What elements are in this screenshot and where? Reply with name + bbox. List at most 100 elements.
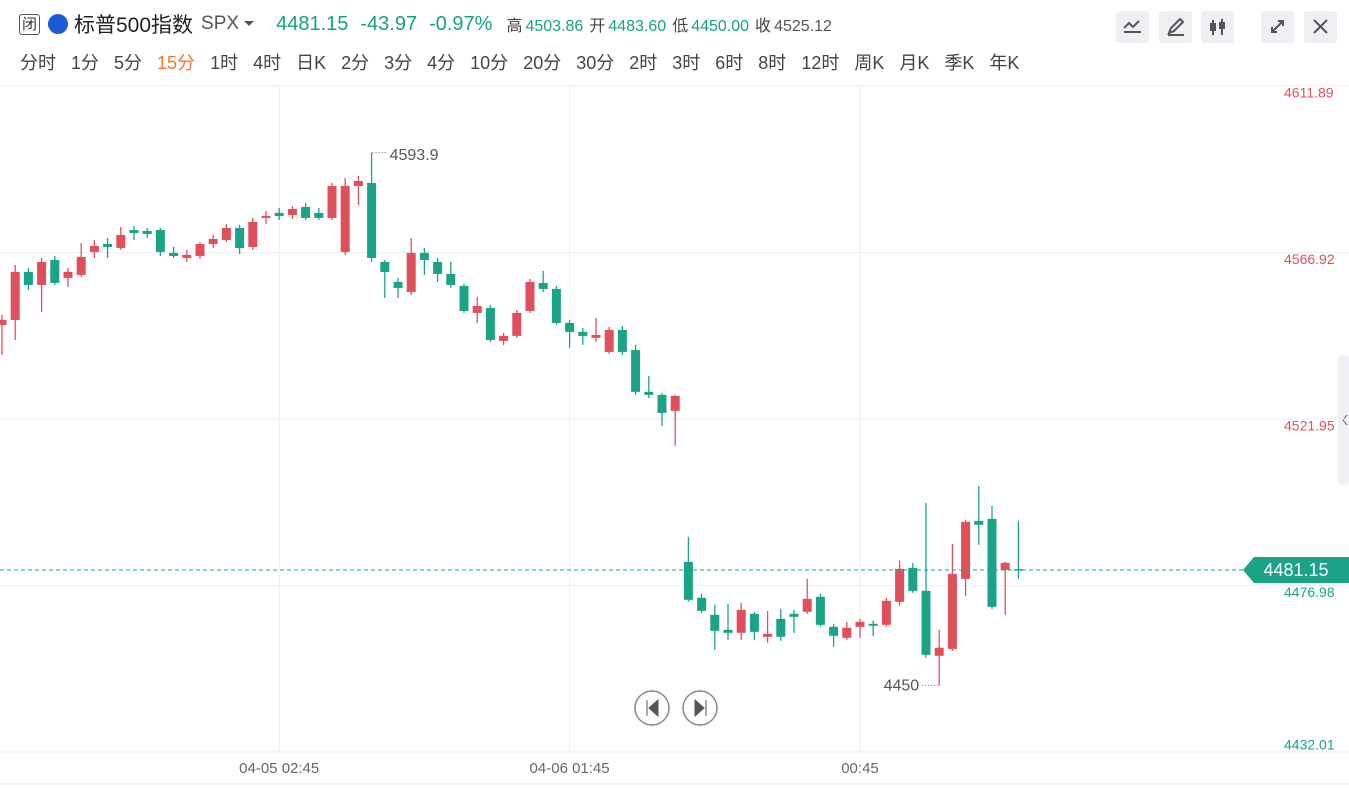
market-status: 闭 [19,13,40,35]
candle-body [195,243,205,256]
stat-label: 高 [506,18,523,35]
chart-type-button[interactable] [1201,11,1234,43]
last-price-tag [1243,557,1349,584]
x-tick-label: 04-05 02:45 [239,760,319,777]
period-tab[interactable]: 5分 [114,53,143,73]
fullscreen-button[interactable] [1261,11,1294,43]
period-tabs: 分时 1分 5分 15分 1时 4时 日K 2分 3分 4分 10分 20分 30分 2时 3时 6时 8时 12… [20,49,1019,75]
stat: 开 4483.60 [589,12,666,36]
period-tab[interactable]: 2时 [629,53,658,73]
period-tab[interactable]: 年K [989,53,1020,73]
side-handle [1338,355,1349,485]
candle-body [406,252,416,292]
period-tab[interactable]: 6时 [715,53,744,73]
candle-body [499,335,509,341]
candle-body [287,208,297,215]
period-tab[interactable]: 1分 [71,53,100,73]
candle-body [23,271,33,285]
candle-body [235,227,245,248]
candle-body [842,627,852,638]
candle-body [683,561,693,600]
indicator-button[interactable] [1116,11,1149,43]
candle-body [142,230,152,234]
candle-body [116,234,126,248]
candle-body [789,613,799,617]
candle-body [617,329,627,352]
period-tab[interactable]: 20分 [523,53,562,73]
period-tab[interactable]: 30分 [576,53,615,73]
period-tab[interactable]: 周K [854,53,885,73]
period-tab[interactable]: 月K [899,53,930,73]
candle-body [446,273,456,285]
period-tab[interactable]: 4时 [253,53,282,73]
candle-body [419,252,429,260]
period-tab[interactable]: 分时 [20,53,56,73]
stat-label: 收 [755,18,772,35]
candle-body [604,329,614,352]
candle-body [947,573,957,649]
y-tick-label: 4521.95 [1284,418,1335,434]
nav-next [682,690,718,726]
index-name: 标普500指数 [74,14,194,37]
candle-body [393,281,403,288]
side-handle-arrow [1342,414,1348,426]
y-tick-label: 4476.98 [1284,584,1335,600]
period-tab[interactable]: 日K [296,53,327,73]
candle-body [459,285,469,311]
candle-body [723,629,733,633]
candle-body [0,319,7,325]
min-label: 4450 [884,678,920,695]
candle-body [961,521,971,579]
period-tab[interactable]: 1时 [210,53,239,73]
period-tab[interactable]: 2分 [341,53,370,73]
y-tick-label: 4566.92 [1284,251,1335,267]
candle-body [380,261,390,272]
candle-body [301,206,311,218]
candle-body [76,256,86,275]
max-label: 4593.9 [390,147,439,164]
change: -43.97 [360,12,418,35]
candle-body [50,259,60,283]
candle-body [221,227,231,240]
period-tab[interactable]: 15分 [157,53,196,73]
change-pct: -0.97% [429,12,493,35]
period-tab[interactable]: 12时 [801,53,840,73]
period-tab[interactable]: 4分 [427,53,456,73]
candle-body [538,282,548,289]
candle-body [855,621,865,627]
candle-body [327,185,337,218]
candle-body [551,288,561,323]
candle-body [578,331,588,336]
stat-label: 开 [589,18,606,35]
period-tab[interactable]: 10分 [470,53,509,73]
candle-body [1000,562,1010,570]
price: 4481.15 [276,12,349,35]
draw-button[interactable] [1159,11,1192,43]
period-tab[interactable]: 3时 [672,53,701,73]
candle-body [103,243,113,247]
candle-body [921,590,931,655]
candle-body [710,614,720,631]
period-tab[interactable]: 季K [944,53,975,73]
candle-body [89,245,99,252]
candle-body [565,322,575,332]
candle-body [155,229,165,252]
candle-body [736,609,746,633]
candle-body [1013,569,1023,571]
symbol-select[interactable]: SPX [201,13,254,35]
candle-body [815,596,825,625]
period-tab[interactable]: 8时 [758,53,787,73]
candle-body [763,633,773,637]
stat: 低 4450.00 [672,12,749,36]
stat-value: 4483.60 [608,18,667,35]
close-button[interactable] [1304,11,1337,43]
stat-value: 4503.86 [525,18,584,35]
candle-body [895,568,905,602]
candle-body [512,312,522,336]
period-tab[interactable]: 3分 [384,53,413,73]
nav-prev [634,690,670,726]
quote-header: 闭 标普500指数 SPX 4481.15 -43.97 -0.97% 高 450… [19,10,838,38]
candle-body [908,567,918,591]
candle-body [776,618,786,637]
candle-body [182,254,192,258]
